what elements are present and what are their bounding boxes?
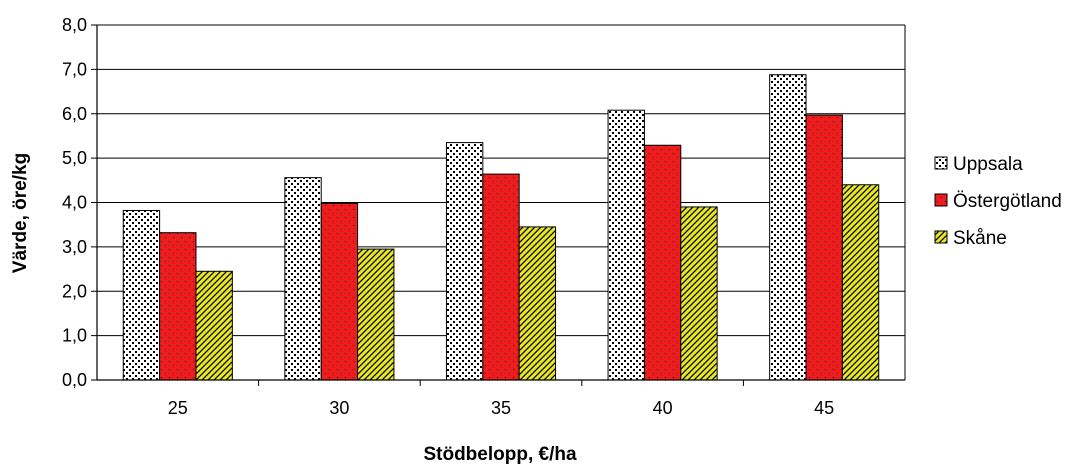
y-tick-label: 4,0 — [62, 193, 87, 213]
x-tick-label: 40 — [653, 398, 673, 418]
y-tick-label: 1,0 — [62, 326, 87, 346]
x-tick-label: 45 — [814, 398, 834, 418]
y-axis-title: Värde, öre/kg — [10, 153, 31, 273]
y-tick-label: 5,0 — [62, 148, 87, 168]
bar-uppsala-35 — [445, 142, 484, 381]
y-tick-label: 0,0 — [62, 370, 87, 390]
bar-uppsala-40 — [607, 109, 645, 381]
bar-uppsala-45 — [769, 74, 807, 381]
legend-label-östergötland: Östergötland — [953, 191, 1062, 212]
bar-östergötland-35 — [482, 173, 520, 381]
legend-swatch-östergötland — [934, 193, 948, 207]
y-tick-label: 7,0 — [62, 59, 87, 79]
legend-label-skåne: Skåne — [953, 228, 1007, 249]
tick-labels: 0,0 1,0 2,0 3,0 4,0 5,0 6,0 7,0 8,0 25 30 35 40 45 — [62, 15, 834, 418]
legend-label-uppsala: Uppsala — [953, 154, 1023, 175]
bar-uppsala-30 — [284, 177, 322, 381]
y-tick-label: 8,0 — [62, 15, 87, 35]
bar-skåne-30 — [357, 248, 395, 381]
bar-skåne-25 — [195, 270, 233, 381]
bar-östergötland-25 — [159, 232, 197, 381]
axes — [91, 24, 906, 386]
bar-östergötland-40 — [643, 144, 682, 381]
y-tick-label: 2,0 — [62, 281, 87, 301]
legend: Uppsala Östergötland Skåne — [934, 154, 1062, 249]
x-tick-label: 35 — [491, 398, 511, 418]
bar-skåne-35 — [518, 226, 557, 381]
x-tick-label: 30 — [329, 398, 349, 418]
legend-swatch-uppsala — [934, 156, 948, 170]
x-tick-label: 25 — [168, 398, 188, 418]
legend-swatch-skåne — [934, 230, 948, 244]
bar-östergötland-45 — [805, 114, 843, 381]
bar-skåne-45 — [841, 184, 880, 381]
bar-skåne-40 — [680, 206, 718, 381]
bars — [122, 74, 880, 381]
x-axis-title: Stödbelopp, €/ha — [423, 444, 576, 465]
bar-östergötland-30 — [320, 202, 359, 381]
y-tick-label: 6,0 — [62, 104, 87, 124]
y-tick-label: 3,0 — [62, 237, 87, 257]
bar-uppsala-25 — [122, 209, 161, 381]
